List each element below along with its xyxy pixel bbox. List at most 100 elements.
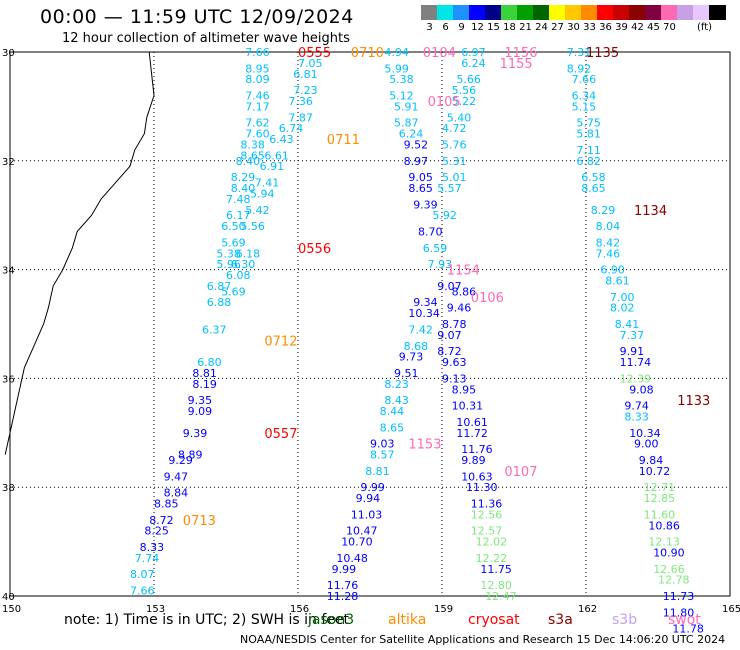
- wave-height-label: 10.34: [408, 307, 440, 320]
- wave-height-label: 8.78: [442, 318, 467, 331]
- legend-label: 9: [458, 22, 465, 33]
- wave-height-label: 8.65: [380, 421, 405, 434]
- wave-height-label: 8.25: [144, 525, 169, 538]
- wave-height-label: 10.48: [336, 552, 368, 565]
- wave-height-label: 11.76: [327, 579, 359, 592]
- wave-height-label: 7.23: [293, 84, 318, 97]
- wave-height-label: 8.65: [240, 149, 265, 162]
- legend-label: 36: [599, 22, 612, 33]
- wave-height-label: 9.74: [624, 400, 649, 413]
- wave-height-label: 11.74: [620, 356, 652, 369]
- wave-height-label: 5.38: [389, 73, 414, 86]
- wave-height-label: 7.46: [596, 247, 621, 260]
- legend-swatch: [469, 5, 486, 20]
- legend-swatch: [549, 5, 566, 20]
- wave-height-label: 9.99: [360, 481, 385, 494]
- legend-swatch: [677, 5, 694, 20]
- wave-height-label: 6.24: [399, 128, 424, 141]
- wave-height-label: 11.30: [466, 481, 498, 494]
- track-time-label: 0713: [183, 514, 216, 529]
- satellite-legend-item: s3a: [548, 612, 573, 628]
- wave-height-label: 8.95: [452, 383, 477, 396]
- legend-swatch: [709, 5, 726, 20]
- legend-label: 6: [442, 22, 449, 33]
- wave-height-label: 6.08: [226, 269, 251, 282]
- wave-height-label: 9.07: [437, 329, 462, 342]
- legend-swatch: [565, 5, 582, 20]
- wave-height-label: 6.18: [236, 247, 261, 260]
- wave-height-label: 5.57: [437, 182, 462, 195]
- wave-height-label: 8.86: [452, 285, 477, 298]
- legend-label: 70: [663, 22, 676, 33]
- legend-label: 33: [583, 22, 596, 33]
- wave-height-label: 6.50: [221, 220, 246, 233]
- wave-height-label: 5.99: [384, 62, 409, 75]
- wave-height-label: 8.41: [615, 318, 640, 331]
- legend-label: 27: [551, 22, 564, 33]
- wave-height-label: 5.38: [216, 247, 241, 260]
- wave-height-label: 12.66: [653, 563, 685, 576]
- wave-height-label: 5.81: [576, 128, 601, 141]
- wave-height-label: 8.44: [380, 405, 405, 418]
- wave-height-label: 9.47: [164, 470, 189, 483]
- legend-swatch: [597, 5, 614, 20]
- legend-label: 18: [503, 22, 516, 33]
- wave-height-label: 5.22: [452, 95, 477, 108]
- wave-height-label: 9.46: [447, 302, 472, 315]
- lon-label: 150: [2, 604, 21, 615]
- wave-height-label: 9.94: [356, 492, 381, 505]
- legend-swatch: [485, 5, 502, 20]
- wave-height-label: 9.91: [620, 345, 645, 358]
- wave-height-label: 7.74: [135, 552, 160, 565]
- track-time-label: 1155: [500, 57, 533, 72]
- wave-height-label: 7.60: [245, 128, 270, 141]
- wave-height-label: 8.65: [581, 182, 606, 195]
- wave-height-label: 7.66: [572, 73, 597, 86]
- coastline: [4, 51, 155, 455]
- satellite-legend-item: cryosat: [468, 612, 520, 628]
- legend-swatch: [533, 5, 550, 20]
- wave-height-label: 8.42: [596, 236, 621, 249]
- map-title: 00:00 — 11:59 UTC 12/09/2024: [40, 6, 354, 28]
- wave-height-label: 7.48: [226, 193, 251, 206]
- wave-height-label: 11.72: [456, 427, 488, 440]
- wave-height-label: 6.37: [202, 323, 227, 336]
- legend-label: 42: [631, 22, 644, 33]
- wave-height-label: 10.86: [648, 519, 680, 532]
- track-time-label: 1156: [504, 46, 537, 61]
- wave-height-label: 10.47: [346, 525, 378, 538]
- wave-height-label: 5.96: [216, 258, 241, 271]
- wave-height-label: 8.85: [154, 498, 179, 511]
- wave-height-label: 5.40: [447, 111, 472, 124]
- legend-swatch: [517, 5, 534, 20]
- wave-height-label: 5.12: [389, 90, 414, 103]
- wave-height-label: 9.13: [442, 372, 467, 385]
- wave-height-label: 11.28: [327, 590, 359, 603]
- wave-height-label: 6.91: [260, 160, 285, 173]
- legend-unit: (ft): [697, 22, 713, 33]
- lon-label: 165: [722, 604, 740, 615]
- wave-height-label: 7.42: [408, 323, 433, 336]
- satellite-legend-item: s3b: [612, 612, 638, 628]
- wave-height-label: 5.75: [576, 117, 601, 130]
- wave-height-label: 9.73: [399, 351, 424, 364]
- wave-height-label: 7.00: [610, 291, 635, 304]
- wave-height-label: 10.63: [461, 470, 493, 483]
- legend-label: 39: [615, 22, 628, 33]
- wave-height-label: 6.17: [226, 209, 251, 222]
- wave-height-label: 5.94: [250, 187, 275, 200]
- wave-height-label: 6.30: [231, 258, 256, 271]
- wave-height-label: 5.76: [442, 139, 467, 152]
- wave-height-label: 8.33: [140, 541, 165, 554]
- wave-height-label: 8.23: [384, 378, 409, 391]
- legend-swatch: [661, 5, 678, 20]
- wave-height-label: 5.92: [432, 209, 457, 222]
- wave-height-label: 7.41: [255, 177, 279, 190]
- wave-height-label: 8.97: [404, 155, 429, 168]
- lat-label: 36: [2, 374, 15, 385]
- wave-height-label: 6.59: [423, 242, 448, 255]
- wave-height-label: 7.36: [288, 95, 313, 108]
- wave-height-label: 10.72: [639, 465, 671, 478]
- wave-height-label: 9.39: [183, 427, 208, 440]
